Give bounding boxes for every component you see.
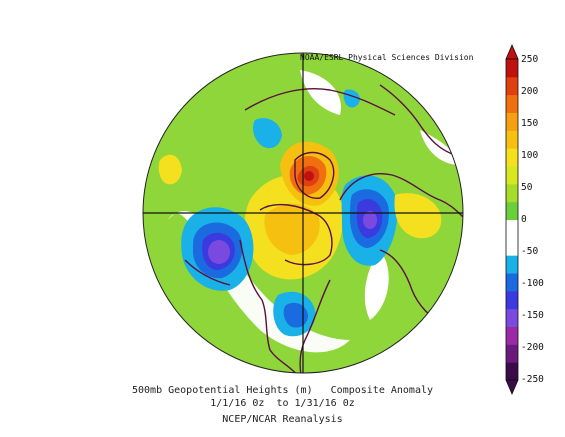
colorbar-tick-label: 150 xyxy=(521,118,539,129)
colorbar-tick-label: 250 xyxy=(521,54,539,65)
colorbar-swatch xyxy=(506,112,518,131)
colorbar-swatch xyxy=(506,290,518,310)
caption-dates: 1/1/16 0z to 1/31/16 0z xyxy=(210,398,355,409)
eurasia-north-coast xyxy=(339,173,463,226)
colorbar-swatch xyxy=(506,273,518,292)
colorbar-swatch xyxy=(506,76,518,96)
colorbar-tick-label: -50 xyxy=(521,246,539,257)
colorbar-frame xyxy=(505,58,519,381)
colorbar-swatch xyxy=(506,166,518,185)
colorbar-tick-label: 0 xyxy=(521,214,527,225)
greenland xyxy=(294,151,335,199)
credit-label: NOAA/ESRL Physical Sciences Division xyxy=(300,53,474,62)
colorbar-tick-label: -100 xyxy=(521,278,544,289)
colorbar-swatch xyxy=(506,183,518,203)
colorbar-swatch xyxy=(506,326,518,345)
positive-anomaly-pacific-edge xyxy=(158,154,182,185)
colorbar-tick-label: 100 xyxy=(521,150,539,161)
colorbar xyxy=(505,43,519,396)
colorbar-top-arrow xyxy=(505,43,519,60)
north-america-east-coast xyxy=(299,279,331,373)
trough-pacific-core xyxy=(208,240,230,264)
trough-arctic-small xyxy=(253,118,282,149)
neutral-band-atlantic xyxy=(364,250,389,320)
colorbar-swatch xyxy=(506,219,518,238)
colorbar-tick-label: -200 xyxy=(521,342,544,353)
colorbar-tick-label: 50 xyxy=(521,182,533,193)
colorbar-swatch xyxy=(506,344,518,363)
colorbar-swatch xyxy=(506,148,518,167)
colorbar-swatch xyxy=(506,308,518,327)
caption-title: 500mb Geopotential Heights (m) Composite… xyxy=(131,385,434,396)
north-america-west-coast xyxy=(239,239,301,373)
neutral-band-arctic xyxy=(300,70,341,115)
colorbar-tick-label: -250 xyxy=(521,374,544,385)
colorbar-swatch xyxy=(506,201,518,220)
colorbar-swatch xyxy=(506,59,518,78)
ridge-peak xyxy=(304,171,314,181)
caption-source: NCEP/NCAR Reanalysis xyxy=(222,414,343,425)
trough-eastern-us-core xyxy=(283,302,308,328)
colorbar-swatch xyxy=(506,94,518,113)
colorbar-swatch xyxy=(506,255,518,274)
positive-anomaly-canada-core xyxy=(264,203,320,255)
colorbar-tick-label: 200 xyxy=(521,86,539,97)
colorbar-swatch xyxy=(506,237,518,256)
colorbar-swatch xyxy=(506,130,518,149)
colorbar-tick-label: -150 xyxy=(521,310,544,321)
positive-anomaly-siberia xyxy=(394,193,442,239)
colorbar-swatch xyxy=(506,362,518,381)
colorbar-segments xyxy=(506,59,518,381)
east-asia xyxy=(379,84,456,156)
siberia-arctic-coast xyxy=(244,88,396,116)
hudson-bay xyxy=(259,203,333,266)
trough-europe-core xyxy=(363,211,377,229)
alaska xyxy=(184,259,231,286)
